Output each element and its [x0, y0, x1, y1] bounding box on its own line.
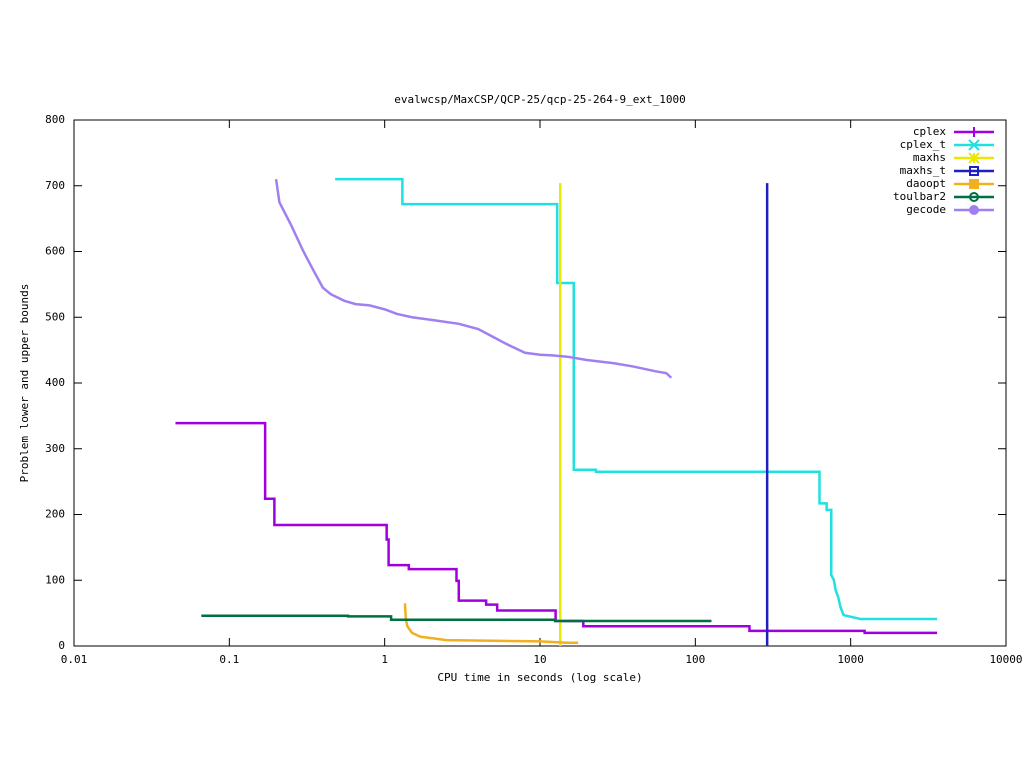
x-tick-label: 100 — [685, 653, 705, 666]
legend-label: toulbar2 — [893, 190, 946, 203]
legend-marker — [969, 166, 979, 176]
x-tick-label: 1000 — [837, 653, 864, 666]
y-axis-label: Problem lower and upper bounds — [18, 284, 31, 483]
y-tick-label: 800 — [45, 113, 65, 126]
legend-label: gecode — [906, 203, 946, 216]
legend-marker — [968, 152, 980, 164]
legend-label: cplex — [913, 125, 946, 138]
legend-label: daoopt — [906, 177, 946, 190]
series-line — [274, 179, 673, 379]
y-tick-label: 700 — [45, 179, 65, 192]
x-tick-label: 10 — [533, 653, 546, 666]
plot-frame — [73, 119, 1007, 647]
legend-label: maxhs — [913, 151, 946, 164]
chart-title: evalwcsp/MaxCSP/QCP-25/qcp-25-264-9_ext_… — [394, 93, 685, 106]
y-tick-label: 300 — [45, 442, 65, 455]
x-tick-label: 10000 — [989, 653, 1022, 666]
x-axis-label: CPU time in seconds (log scale) — [437, 671, 642, 684]
legend-label: cplex_t — [900, 138, 946, 151]
series-line — [403, 603, 579, 644]
y-tick-label: 500 — [45, 310, 65, 323]
legend-marker — [969, 205, 979, 215]
legend-marker — [969, 179, 979, 189]
x-tick-label: 0.1 — [219, 653, 239, 666]
x-tick-label: 1 — [381, 653, 388, 666]
y-tick-label: 100 — [45, 573, 65, 586]
series-line — [335, 177, 938, 621]
series-line — [201, 614, 712, 623]
y-tick-label: 200 — [45, 508, 65, 521]
plot-area — [175, 177, 938, 646]
legend-marker — [968, 139, 980, 151]
legend-marker — [969, 192, 979, 202]
y-tick-label: 0 — [58, 639, 65, 652]
x-tick-label: 0.01 — [61, 653, 88, 666]
y-tick-label: 600 — [45, 245, 65, 258]
series-line — [175, 421, 938, 635]
y-tick-label: 400 — [45, 376, 65, 389]
legend-label: maxhs_t — [900, 164, 946, 177]
